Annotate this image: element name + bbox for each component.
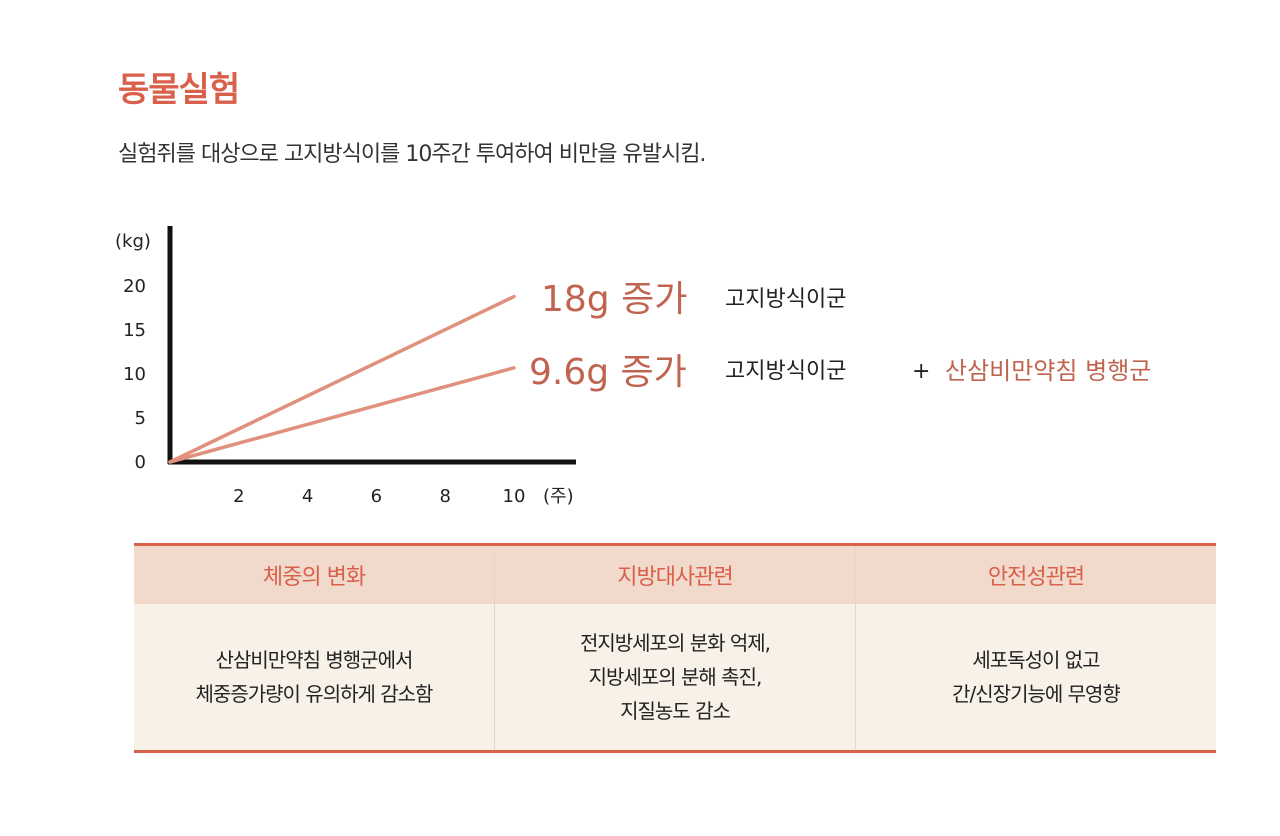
column-header: 지방대사관련 xyxy=(495,546,855,604)
series-2-combo-label: 산삼비만약침 병행군 xyxy=(945,357,1151,385)
x-axis-unit: (주) xyxy=(543,486,574,507)
column-line: 체중증가량이 유의하게 감소함 xyxy=(195,682,434,706)
y-tick-label: 0 xyxy=(135,452,146,473)
summary-table: 체중의 변화 산삼비만약침 병행군에서 체중증가량이 유의하게 감소함 지방대사… xyxy=(134,543,1216,753)
column-line: 지질농도 감소 xyxy=(620,699,731,723)
series-1-gain-label: 18g 증가 xyxy=(541,279,687,320)
y-axis-unit: (kg) xyxy=(115,231,151,252)
weight-gain-chart: (kg) (주) 0 5 10 15 20 2 4 6 8 10 18g 증가 고지방식이군 9… xyxy=(115,226,1151,507)
series-lines xyxy=(168,294,516,464)
y-tick-label: 20 xyxy=(123,276,146,297)
chart-axes xyxy=(167,226,576,465)
x-tick-label: 10 xyxy=(503,486,526,507)
column-body: 세포독성이 없고 간/신장기능에 무영향 xyxy=(856,604,1216,750)
column-line: 산삼비만약침 병행군에서 xyxy=(215,648,414,672)
series-2-plus-sign: + xyxy=(912,359,930,384)
y-tick-labels: 0 5 10 15 20 xyxy=(123,276,146,473)
column-line: 세포독성이 없고 xyxy=(972,648,1100,672)
table-column-weight: 체중의 변화 산삼비만약침 병행군에서 체중증가량이 유의하게 감소함 xyxy=(134,546,494,750)
series-1-group-label: 고지방식이군 xyxy=(725,287,846,312)
column-header: 체중의 변화 xyxy=(134,546,494,604)
y-tick-label: 5 xyxy=(135,408,146,429)
x-tick-label: 4 xyxy=(302,486,313,507)
column-body: 전지방세포의 분화 억제, 지방세포의 분해 촉진, 지질농도 감소 xyxy=(495,604,855,750)
x-tick-label: 8 xyxy=(439,486,450,507)
y-tick-label: 10 xyxy=(123,364,146,385)
column-line: 전지방세포의 분화 억제, xyxy=(579,631,771,655)
table-column-safety: 안전성관련 세포독성이 없고 간/신장기능에 무영향 xyxy=(855,546,1216,750)
series-2-gain-label: 9.6g 증가 xyxy=(529,352,687,393)
column-line: 지방세포의 분해 촉진, xyxy=(588,665,763,689)
column-header: 안전성관련 xyxy=(856,546,1216,604)
table-column-fat-metabolism: 지방대사관련 전지방세포의 분화 억제, 지방세포의 분해 촉진, 지질농도 감… xyxy=(494,546,855,750)
y-tick-label: 15 xyxy=(123,320,146,341)
series-2-group-label: 고지방식이군 xyxy=(725,359,846,384)
column-body: 산삼비만약침 병행군에서 체중증가량이 유의하게 감소함 xyxy=(134,604,494,750)
series-1-line xyxy=(168,294,516,464)
x-tick-label: 6 xyxy=(371,486,382,507)
column-line: 간/신장기능에 무영향 xyxy=(952,682,1121,706)
x-tick-labels: 2 4 6 8 10 xyxy=(233,486,525,507)
series-2-line xyxy=(168,366,516,464)
x-tick-label: 2 xyxy=(233,486,244,507)
page-title: 동물실험 xyxy=(118,70,240,110)
page-subtitle: 실험쥐를 대상으로 고지방식이를 10주간 투여하여 비만을 유발시킴. xyxy=(118,142,706,167)
